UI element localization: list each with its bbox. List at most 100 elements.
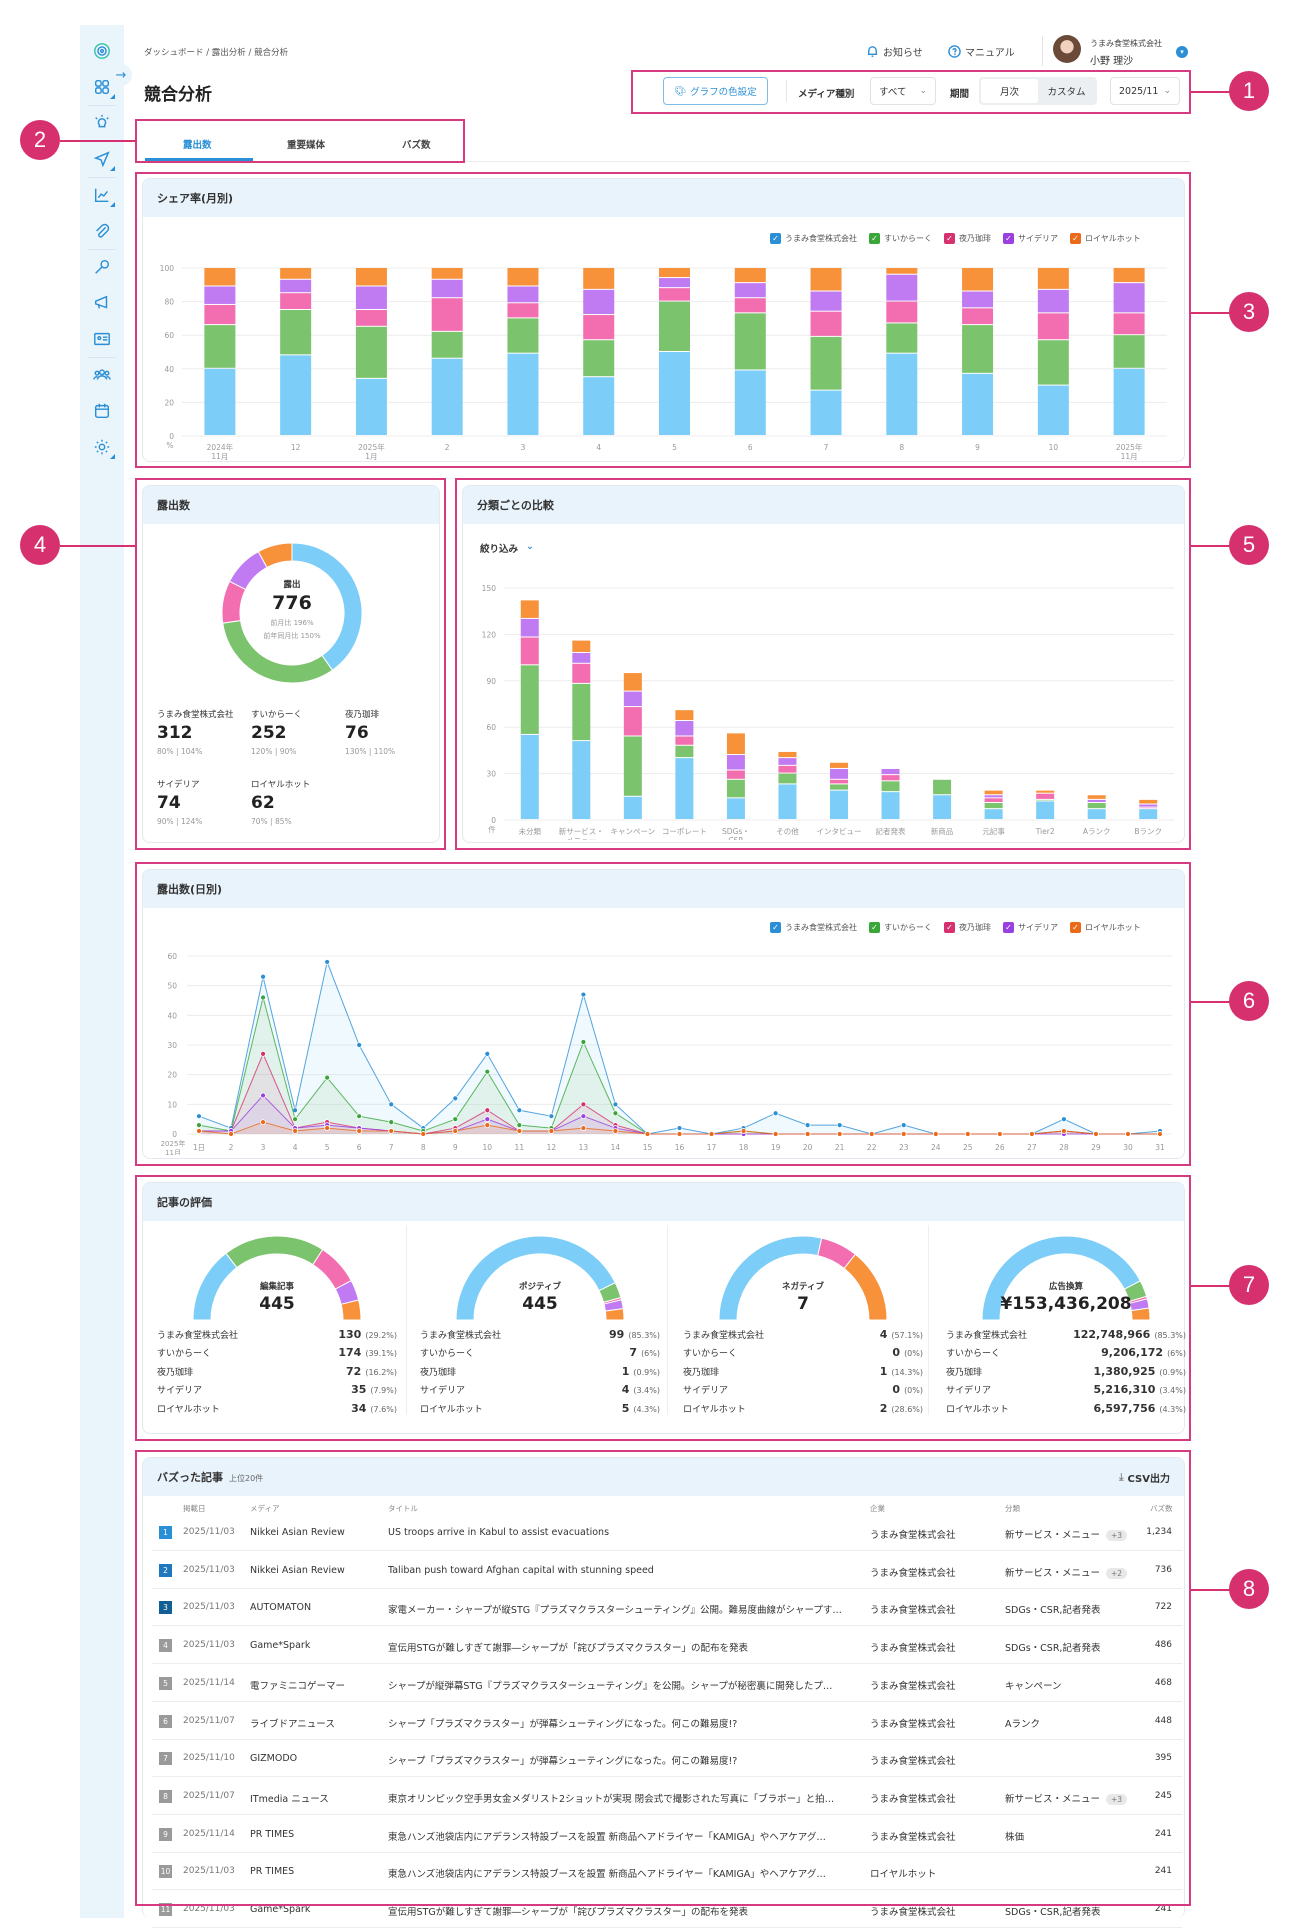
- table-row[interactable]: 2 2025/11/03 Nikkei Asian Review Taliban pu…: [152, 1552, 1182, 1589]
- table-row[interactable]: 3 2025/11/03 AUTOMATON 家電メーカー・シャープが縦STG『プラズ…: [152, 1589, 1182, 1627]
- media-type-select[interactable]: すべて ⌄: [870, 77, 936, 105]
- table-row[interactable]: 1 2025/11/03 Nikkei Asian Review US troops …: [152, 1514, 1182, 1551]
- article-title-link[interactable]: シャープ「プラズマクラスター」が弾幕シューティングになった。何この難易度!?: [388, 1756, 738, 1768]
- legend-item[interactable]: ✓ ロイヤルホット: [1070, 233, 1141, 244]
- bar-segment: [881, 768, 900, 775]
- article-title-link[interactable]: 東急ハンズ池袋店内にアデランス特設ブースを設置 新商品ヘアドライヤー「KAMIG…: [388, 1869, 826, 1881]
- checkbox-icon[interactable]: ✓: [770, 233, 781, 244]
- legend-item[interactable]: ✓ サイデリア: [1003, 922, 1058, 933]
- article-title-link[interactable]: US troops arrive in Kabul to assist evac…: [388, 1527, 610, 1538]
- chart-legend: ✓ うまみ食堂株式会社 ✓ すいからーく ✓ 夜乃珈琲 ✓ サイデリア ✓ ロイヤルホット: [770, 233, 1141, 244]
- checkbox-icon[interactable]: ✓: [944, 233, 955, 244]
- data-point: [900, 1131, 907, 1137]
- legend-item[interactable]: ✓ うまみ食堂株式会社: [770, 922, 857, 933]
- period-option-monthly[interactable]: 月次: [981, 79, 1038, 103]
- tab-exposure[interactable]: 露出数: [183, 140, 212, 151]
- bar-segment: [623, 736, 642, 796]
- article-title-link[interactable]: 東京オリンピック空手男女金メダリスト2ショットが実現 閉会式で撮影された写真に「…: [388, 1793, 835, 1805]
- column-header[interactable]: 企業: [870, 1504, 885, 1513]
- settings-gear-icon[interactable]: [92, 437, 115, 459]
- breadcrumb-item[interactable]: ダッシュボード: [144, 48, 204, 58]
- callout-badge: 5: [1229, 525, 1269, 565]
- legend-item[interactable]: ✓ 夜乃珈琲: [944, 233, 991, 244]
- bar-segment: [280, 279, 312, 293]
- column-header[interactable]: 掲載日: [183, 1504, 206, 1513]
- more-categories-chip[interactable]: +2: [1106, 1567, 1128, 1579]
- legend-item[interactable]: ✓ 夜乃珈琲: [944, 922, 991, 933]
- column-header[interactable]: タイトル: [388, 1504, 418, 1513]
- table-row[interactable]: 4 2025/11/03 Game*Spark 宣伝用STGが難しすぎて謝罪―シャープ…: [152, 1627, 1182, 1665]
- article-title-link[interactable]: 家電メーカー・シャープが縦STG『プラズマクラスターシューティング』公開。難易度…: [388, 1605, 842, 1617]
- gauge-segment: [340, 1299, 362, 1321]
- bar-segment: [204, 286, 236, 304]
- checkbox-icon[interactable]: ✓: [1003, 922, 1014, 933]
- highlight-box: [631, 70, 1191, 114]
- bar-segment: [572, 640, 591, 652]
- legend-item[interactable]: ✓ サイデリア: [1003, 233, 1058, 244]
- x-tick-label: 21: [835, 1143, 845, 1152]
- sidebar-expand-arrow-icon[interactable]: →: [110, 64, 132, 86]
- legend-item[interactable]: ✓ うまみ食堂株式会社: [770, 233, 857, 244]
- checkbox-icon[interactable]: ✓: [869, 233, 880, 244]
- legend-item[interactable]: ✓ ロイヤルホット: [1070, 922, 1141, 933]
- x-tick-label: 2: [229, 1143, 234, 1152]
- graph-color-settings-button[interactable]: 🎨︎ グラフの色設定: [663, 77, 768, 105]
- bar-segment: [431, 331, 463, 358]
- lightbulb-icon[interactable]: [92, 113, 112, 133]
- checkbox-icon[interactable]: ✓: [1003, 233, 1014, 244]
- column-header[interactable]: メディア: [250, 1504, 280, 1513]
- csv-export-button[interactable]: ⤓ CSV出力: [1119, 1470, 1170, 1485]
- tab-buzz[interactable]: バズ数: [402, 140, 431, 151]
- breadcrumb-item[interactable]: 露出分析: [211, 48, 246, 58]
- user-menu-chevron-icon[interactable]: ▾: [1176, 46, 1188, 58]
- legend-item[interactable]: ✓ すいからーく: [869, 922, 932, 933]
- month-select[interactable]: 2025/11 ⌄: [1110, 77, 1180, 105]
- table-row[interactable]: 8 2025/11/07 ITmedia ニュース 東京オリンピック空手男女金メダリス…: [152, 1778, 1182, 1815]
- y-tick-label: 80: [164, 298, 174, 307]
- team-icon[interactable]: [92, 365, 112, 385]
- table-row[interactable]: 9 2025/11/14 PR TIMES 東急ハンズ池袋店内にアデランス特設ブースを…: [152, 1816, 1182, 1853]
- calendar-icon[interactable]: [92, 401, 112, 421]
- app-logo-icon[interactable]: [92, 41, 112, 61]
- checkbox-icon[interactable]: ✓: [1070, 922, 1081, 933]
- article-title-link[interactable]: Taliban push toward Afghan capital with …: [388, 1564, 654, 1576]
- category-label: 新サービス・メニュー: [1005, 1567, 1101, 1579]
- tab-important-media[interactable]: 重要媒体: [287, 140, 326, 151]
- manual-link[interactable]: マニュアル: [948, 44, 1015, 59]
- send-icon[interactable]: [92, 149, 115, 171]
- notifications-link[interactable]: お知らせ: [866, 44, 923, 59]
- checkbox-icon[interactable]: ✓: [944, 922, 955, 933]
- legend-item[interactable]: ✓ すいからーく: [869, 233, 932, 244]
- filter-dropdown[interactable]: 絞り込み ⌄: [480, 541, 534, 555]
- article-title-link[interactable]: シャープ「プラズマクラスター」が弾幕シューティングになった。何この難易度!?: [388, 1718, 738, 1730]
- data-point: [260, 1051, 266, 1057]
- megaphone-icon[interactable]: [92, 293, 112, 313]
- microphone-icon[interactable]: [92, 257, 112, 277]
- table-row[interactable]: 5 2025/11/14 電ファミニコゲーマー シャープが縦弾幕STG『プラズマクラス…: [152, 1665, 1182, 1702]
- article-title-link[interactable]: シャープが縦弾幕STG『プラズマクラスターシューティング』を公開。シャープが秘密…: [388, 1680, 833, 1692]
- more-categories-chip[interactable]: +3: [1106, 1793, 1128, 1805]
- breakdown-percent: (57.1%): [891, 1330, 923, 1340]
- table-row[interactable]: 6 2025/11/07 ライブドアニュース シャープ「プラズマクラスター」が弾幕シュ…: [152, 1703, 1182, 1740]
- bar-segment: [520, 618, 539, 637]
- paperclip-icon[interactable]: [92, 221, 112, 241]
- bar-segment: [810, 390, 842, 435]
- user-avatar[interactable]: [1053, 35, 1081, 63]
- bar-segment: [984, 802, 1003, 809]
- more-categories-chip[interactable]: +3: [1106, 1530, 1128, 1541]
- gauge-chart: [718, 1235, 888, 1321]
- table-row[interactable]: 10 2025/11/03 PR TIMES 東急ハンズ池袋店内にアデランス特設ブース…: [152, 1853, 1182, 1891]
- table-row[interactable]: 7 2025/11/10 GIZMODO シャープ「プラズマクラスター」が弾幕シューテ…: [152, 1740, 1182, 1778]
- dashboard-icon[interactable]: [92, 77, 115, 99]
- column-header[interactable]: 分類: [1005, 1504, 1020, 1513]
- contact-card-icon[interactable]: [92, 329, 112, 349]
- article-title-link[interactable]: 宣伝用STGが難しすぎて謝罪―シャープが「詫びプラズマクラスター」の配布を発表: [388, 1907, 749, 1918]
- article-title-link[interactable]: 東急ハンズ池袋店内にアデランス特設ブースを設置 新商品ヘアドライヤー「KAMIG…: [388, 1831, 826, 1843]
- column-header[interactable]: バズ数: [1150, 1504, 1173, 1513]
- analytics-chart-icon[interactable]: [92, 185, 115, 207]
- checkbox-icon[interactable]: ✓: [770, 922, 781, 933]
- checkbox-icon[interactable]: ✓: [869, 922, 880, 933]
- period-option-custom[interactable]: カスタム: [1047, 87, 1086, 98]
- article-title-link[interactable]: 宣伝用STGが難しすぎて謝罪―シャープが「詫びプラズマクラスター」の配布を発表: [388, 1643, 749, 1655]
- checkbox-icon[interactable]: ✓: [1070, 233, 1081, 244]
